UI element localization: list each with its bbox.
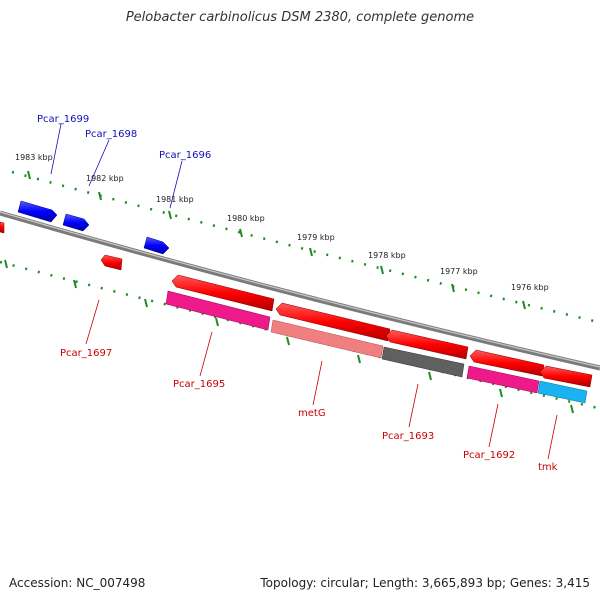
major-ticks-upper [27, 170, 526, 310]
major-tick [499, 388, 503, 398]
genome-backbone-highlight [0, 211, 600, 368]
genome-backbone [0, 210, 600, 371]
leader-line [85, 299, 100, 345]
gene-metG-band[interactable] [270, 319, 384, 359]
major-tick [428, 371, 432, 381]
tick-label: 1981 kbp [156, 195, 194, 204]
gene-pcar-1696[interactable] [143, 236, 170, 255]
leader-line [312, 360, 323, 406]
gene-label: Pcar_1698 [85, 129, 137, 140]
gene-pcar-1693-band[interactable] [381, 346, 465, 378]
gene-pcar-1698[interactable] [62, 213, 90, 232]
tick-label: 1976 kbp [511, 283, 549, 292]
tick-label: 1980 kbp [227, 214, 265, 223]
major-tick [98, 191, 102, 201]
gene-pcar-1692-band[interactable] [466, 365, 540, 394]
gene-tmk-upper[interactable] [539, 365, 593, 388]
gene-left-edge[interactable] [0, 221, 5, 234]
major-tick [522, 300, 526, 310]
leader-line [199, 331, 213, 377]
gene-pcar-1692-upper[interactable] [469, 349, 545, 377]
major-tick [168, 210, 172, 220]
outer-tick-ring [11, 170, 599, 324]
tick-label: 1982 kbp [86, 174, 124, 183]
major-tick [4, 259, 8, 269]
gene-label: Pcar_1696 [159, 150, 211, 161]
major-tick [286, 336, 290, 346]
leader-line [488, 403, 499, 448]
tick-label: 1983 kbp [15, 153, 53, 162]
gene-label: Pcar_1695 [173, 379, 225, 390]
major-tick [144, 298, 148, 308]
major-tick [570, 404, 574, 414]
major-tick [239, 228, 243, 238]
label-leaders-top [50, 123, 183, 209]
gene-label: metG [298, 408, 326, 419]
genome-title: Pelobacter carbinolicus DSM 2380, comple… [125, 10, 475, 25]
major-tick [357, 354, 361, 364]
gene-label: tmk [538, 462, 558, 473]
leader-line [169, 160, 183, 209]
label-leaders-bottom [85, 299, 558, 460]
accession-text: Accession: NC_007498 [9, 576, 146, 590]
gene-tmk-band[interactable] [537, 380, 588, 404]
leader-line [408, 383, 419, 428]
leader-line [50, 123, 62, 175]
major-tick [380, 265, 384, 275]
major-ticks-lower [4, 259, 574, 414]
genome-summary-text: Topology: circular; Length: 3,665,893 bp… [260, 576, 590, 590]
major-tick [27, 170, 31, 180]
gene-pcar-1693-upper[interactable] [385, 329, 469, 360]
leader-line [547, 414, 558, 460]
tick-label: 1979 kbp [297, 233, 335, 242]
gene-label: Pcar_1693 [382, 431, 434, 442]
major-tick [309, 247, 313, 257]
gene-pcar-1695-band[interactable] [165, 290, 271, 331]
tick-label: 1977 kbp [440, 267, 478, 276]
gene-pcar-1699[interactable] [17, 200, 58, 223]
gene-pcar-1695-upper[interactable] [171, 274, 275, 312]
gene-pcar-1697[interactable] [100, 254, 123, 271]
gene-label: Pcar_1699 [37, 114, 89, 125]
major-tick [215, 317, 219, 327]
gene-metG-upper[interactable] [275, 302, 391, 342]
major-tick [73, 279, 77, 289]
reverse-genes [0, 221, 593, 404]
tick-label: 1978 kbp [368, 251, 406, 260]
leader-line [88, 139, 110, 187]
forward-genes [17, 200, 170, 255]
gene-label: Pcar_1697 [60, 348, 112, 359]
gene-label: Pcar_1692 [463, 450, 515, 461]
major-tick [451, 283, 455, 293]
